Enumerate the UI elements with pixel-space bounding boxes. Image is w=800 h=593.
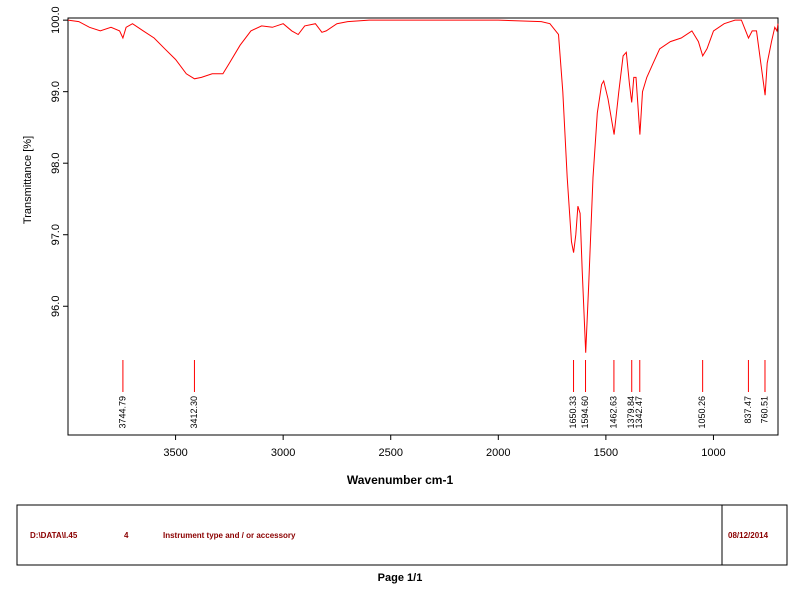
peak-label: 3744.79: [117, 396, 127, 429]
peak-label: 1050.26: [697, 396, 707, 429]
peak-label: 1462.63: [608, 396, 618, 429]
y-tick-label: 99.0: [50, 81, 62, 102]
spectrum-line: [67, 19, 779, 353]
footer-number: 4: [124, 531, 129, 540]
footer-date: 08/12/2014: [728, 531, 769, 540]
peak-label: 1342.47: [634, 396, 644, 429]
y-tick-label: 97.0: [50, 224, 62, 245]
x-tick-label: 2500: [378, 447, 402, 459]
peak-label: 1650.33: [568, 396, 578, 429]
y-axis-label: Transmittance [%]: [22, 136, 34, 224]
y-tick-label: 100.0: [50, 6, 62, 34]
y-tick-label: 96.0: [50, 296, 62, 317]
peak-label: 1379.84: [626, 396, 636, 429]
peak-label: 837.47: [743, 396, 753, 424]
x-tick-label: 2000: [486, 447, 510, 459]
x-tick-label: 1000: [701, 447, 725, 459]
peak-label: 760.51: [759, 396, 769, 424]
x-tick-label: 1500: [594, 447, 618, 459]
footer-instrument: Instrument type and / or accessory: [163, 531, 296, 540]
footer-box: [16, 504, 788, 566]
y-tick-label: 98.0: [50, 152, 62, 173]
peak-label: 3412.30: [189, 396, 199, 429]
page-number: Page 1/1: [378, 572, 423, 584]
peak-label: 1594.60: [580, 396, 590, 429]
x-tick-label: 3500: [163, 447, 187, 459]
x-tick-label: 3000: [271, 447, 295, 459]
footer-path: D:\DATA\I.45: [30, 531, 78, 540]
x-axis-label: Wavenumber cm-1: [347, 473, 454, 487]
plot-frame: [67, 17, 779, 436]
